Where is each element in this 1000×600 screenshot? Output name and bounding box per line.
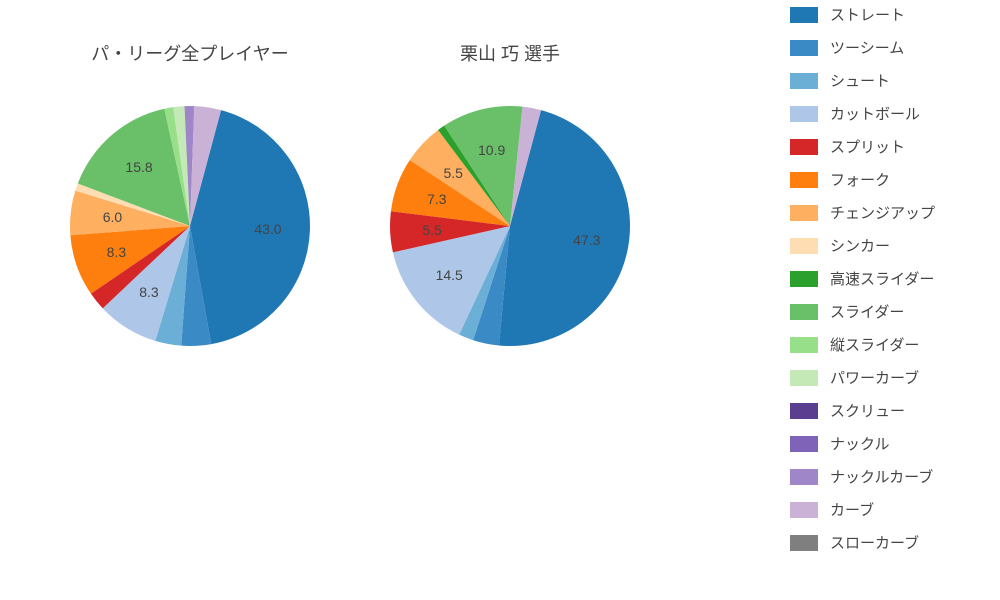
legend-swatch xyxy=(790,271,818,287)
chart-title: パ・リーグ全プレイヤー xyxy=(91,40,288,66)
legend-swatch xyxy=(790,403,818,419)
legend-swatch xyxy=(790,205,818,221)
slice-label: 5.5 xyxy=(422,222,441,238)
slice-label: 7.3 xyxy=(427,191,446,207)
pie-wrap: 43.0 8.3 8.3 6.0 15.8 xyxy=(60,96,320,356)
pie-wrap: 47.3 14.5 5.5 7.3 5.5 10.9 xyxy=(380,96,640,356)
legend-label: スプリット xyxy=(830,136,905,157)
legend-swatch xyxy=(790,436,818,452)
legend-swatch xyxy=(790,7,818,23)
legend-swatch xyxy=(790,469,818,485)
charts-area: パ・リーグ全プレイヤー 43.0 8.3 8.3 6.0 15.8 栗山 巧 選手 47.3 1… xyxy=(0,0,790,600)
legend-item: カーブ xyxy=(790,499,990,520)
legend-swatch xyxy=(790,337,818,353)
slice-label: 6.0 xyxy=(103,209,122,225)
legend-label: シンカー xyxy=(830,235,890,256)
legend-item: スプリット xyxy=(790,136,990,157)
legend-swatch xyxy=(790,73,818,89)
legend-label: チェンジアップ xyxy=(830,202,935,223)
legend-swatch xyxy=(790,502,818,518)
legend-label: シュート xyxy=(830,70,890,91)
legend-swatch xyxy=(790,370,818,386)
slice-label: 10.9 xyxy=(478,142,505,158)
slice-label: 14.5 xyxy=(436,267,463,283)
legend-swatch xyxy=(790,172,818,188)
legend-item: パワーカーブ xyxy=(790,367,990,388)
chart-block: 栗山 巧 選手 47.3 14.5 5.5 7.3 5.5 10.9 xyxy=(380,40,640,356)
legend-swatch xyxy=(790,139,818,155)
legend-label: カーブ xyxy=(830,499,874,520)
slice-label: 15.8 xyxy=(125,159,152,175)
legend-item: 縦スライダー xyxy=(790,334,990,355)
legend-swatch xyxy=(790,535,818,551)
legend-item: スローカーブ xyxy=(790,532,990,553)
legend-item: チェンジアップ xyxy=(790,202,990,223)
legend-item: フォーク xyxy=(790,169,990,190)
legend-swatch xyxy=(790,40,818,56)
slice-label: 8.3 xyxy=(139,284,158,300)
legend-item: シンカー xyxy=(790,235,990,256)
chart-container: パ・リーグ全プレイヤー 43.0 8.3 8.3 6.0 15.8 栗山 巧 選手 47.3 1… xyxy=(0,0,1000,600)
legend-label: カットボール xyxy=(830,103,920,124)
legend-label: ツーシーム xyxy=(830,37,904,58)
chart-block: パ・リーグ全プレイヤー 43.0 8.3 8.3 6.0 15.8 xyxy=(60,40,320,356)
legend-item: スライダー xyxy=(790,301,990,322)
legend-item: 高速スライダー xyxy=(790,268,990,289)
legend-item: カットボール xyxy=(790,103,990,124)
legend-label: スクリュー xyxy=(830,400,905,421)
legend-label: 縦スライダー xyxy=(830,334,919,355)
legend-item: ナックル xyxy=(790,433,990,454)
legend-label: ナックルカーブ xyxy=(830,466,933,487)
legend: ストレートツーシームシュートカットボールスプリットフォークチェンジアップシンカー… xyxy=(790,0,1000,600)
legend-item: スクリュー xyxy=(790,400,990,421)
legend-item: ナックルカーブ xyxy=(790,466,990,487)
legend-item: ツーシーム xyxy=(790,37,990,58)
legend-item: ストレート xyxy=(790,4,990,25)
legend-label: スライダー xyxy=(830,301,904,322)
pie-svg xyxy=(380,96,640,356)
slice-label: 47.3 xyxy=(573,232,600,248)
slice-label: 5.5 xyxy=(443,165,462,181)
legend-item: シュート xyxy=(790,70,990,91)
legend-label: ナックル xyxy=(830,433,890,454)
slice-label: 8.3 xyxy=(107,244,126,260)
chart-title: 栗山 巧 選手 xyxy=(460,40,560,66)
legend-label: パワーカーブ xyxy=(830,367,919,388)
legend-swatch xyxy=(790,106,818,122)
legend-swatch xyxy=(790,304,818,320)
legend-label: スローカーブ xyxy=(830,532,919,553)
slice-label: 43.0 xyxy=(254,221,281,237)
legend-label: フォーク xyxy=(830,169,890,190)
legend-swatch xyxy=(790,238,818,254)
legend-label: 高速スライダー xyxy=(830,268,934,289)
legend-label: ストレート xyxy=(830,4,905,25)
